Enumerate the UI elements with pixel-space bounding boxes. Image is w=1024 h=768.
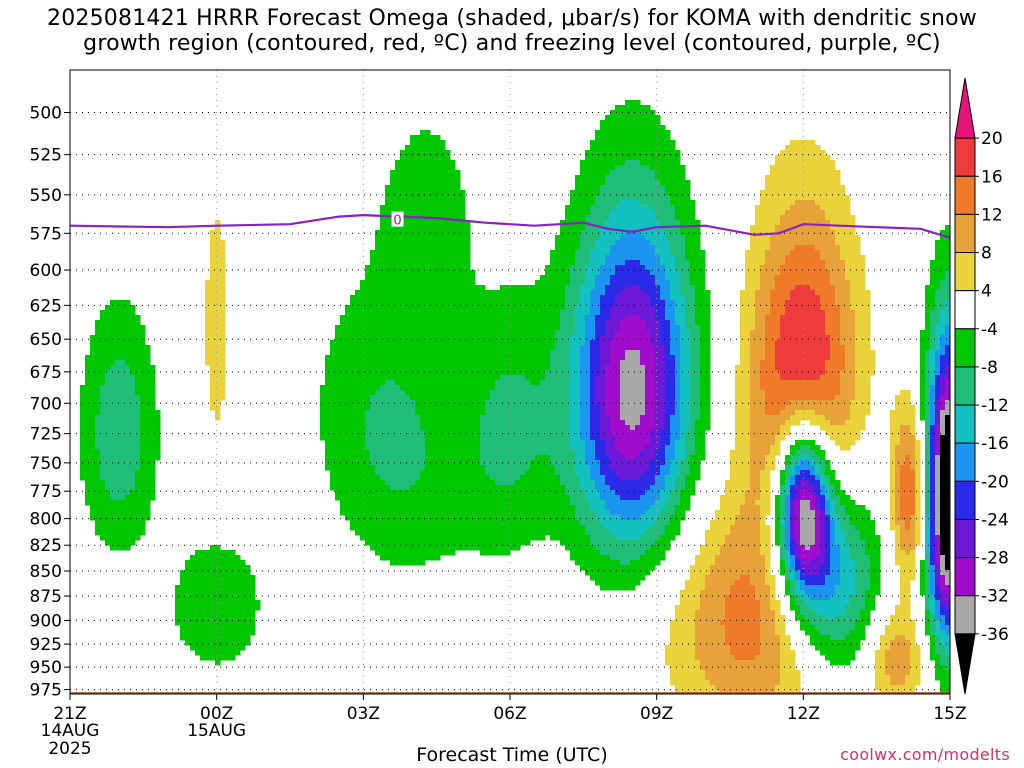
y-tick-label: 625 xyxy=(30,296,62,316)
colorbar-label: 16 xyxy=(981,167,1003,187)
grid-lines xyxy=(70,70,950,694)
freezing-label-bg xyxy=(391,211,404,227)
colorbar-swatch xyxy=(954,175,976,215)
y-tick-label: 800 xyxy=(30,510,62,530)
x-tick-year: 2025 xyxy=(48,739,91,759)
colorbar-swatch xyxy=(954,404,976,444)
y-tick-label: 825 xyxy=(30,536,62,556)
x-tick-label: 06Z xyxy=(493,704,526,724)
colorbar-swatch xyxy=(954,442,976,482)
colorbar-label: -36 xyxy=(981,625,1009,645)
colorbar-label: -32 xyxy=(981,587,1009,607)
colorbar-swatch xyxy=(954,480,976,520)
freezing-level-line xyxy=(70,213,950,239)
y-tick-label: 500 xyxy=(30,104,62,124)
colorbar-label: 8 xyxy=(981,244,992,264)
colorbar-label: 20 xyxy=(981,129,1003,149)
colorbar-label: -12 xyxy=(981,396,1009,416)
colorbar-swatch xyxy=(954,557,976,597)
y-tick-label: 850 xyxy=(30,562,62,582)
colorbar-label: -4 xyxy=(981,320,998,340)
x-tick-date: 15AUG xyxy=(187,721,246,741)
x-tick-label: 03Z xyxy=(347,704,380,724)
colorbar-swatch xyxy=(954,252,976,292)
colorbar-label: -20 xyxy=(981,472,1009,492)
colorbar-swatch xyxy=(954,137,976,177)
y-tick-label: 575 xyxy=(30,224,62,244)
y-axis: 500 525 550 575 600 625 650 675 700 725 750 775 800 8… xyxy=(30,104,70,701)
colorbar-bottom-arrow xyxy=(954,633,976,695)
x-tick-label: 21Z xyxy=(53,704,86,724)
freezing-level-contour: 0 xyxy=(70,211,950,239)
y-tick-label: 675 xyxy=(30,363,62,383)
y-tick-label: 750 xyxy=(30,454,62,474)
y-tick-label: 550 xyxy=(30,186,62,206)
colorbar: 20 16 12 8 4 -4 -8 -12 -16 -20 -24 -28 -32 -36 xyxy=(954,77,1009,695)
y-tick-label: 525 xyxy=(30,146,62,166)
x-tick-label: 12Z xyxy=(787,704,820,724)
colorbar-label: 12 xyxy=(981,205,1003,225)
title-line-2: growth region (contoured, red, ºC) and f… xyxy=(83,31,941,56)
colorbar-label: -16 xyxy=(981,434,1009,454)
site-credit: coolwx.com/modelts xyxy=(840,745,1010,764)
y-tick-label: 925 xyxy=(30,635,62,655)
x-tick-label: 00Z xyxy=(200,704,233,724)
x-tick-date: 14AUG xyxy=(41,721,100,741)
title-line-1: 2025081421 HRRR Forecast Omega (shaded, … xyxy=(47,6,977,31)
colorbar-label: 4 xyxy=(981,282,992,302)
y-tick-label: 875 xyxy=(30,587,62,607)
y-tick-label: 600 xyxy=(30,261,62,281)
x-axis-title: Forecast Time (UTC) xyxy=(416,744,608,766)
ground-layer xyxy=(70,692,950,694)
colorbar-swatch xyxy=(954,290,976,330)
omega-shading xyxy=(80,100,950,694)
y-tick-label: 725 xyxy=(30,425,62,445)
ground-fill xyxy=(70,692,950,694)
x-tick-label: 09Z xyxy=(640,704,673,724)
colorbar-swatch xyxy=(954,518,976,559)
colorbar-label: -28 xyxy=(981,549,1009,569)
colorbar-swatch xyxy=(954,595,976,635)
y-tick-label: 900 xyxy=(30,611,62,631)
colorbar-swatch xyxy=(954,328,976,368)
y-tick-label: 700 xyxy=(30,394,62,414)
colorbar-swatch xyxy=(954,366,976,406)
chart-title: 2025081421 HRRR Forecast Omega (shaded, … xyxy=(0,6,1024,56)
colorbar-swatch xyxy=(954,213,976,254)
colorbar-label: -24 xyxy=(981,510,1009,530)
y-tick-label: 950 xyxy=(30,658,62,678)
freezing-level-label: 0 xyxy=(393,214,401,229)
x-tick-label: 15Z xyxy=(933,704,966,724)
colorbar-top-arrow xyxy=(954,77,976,139)
colorbar-label: -8 xyxy=(981,358,998,378)
y-tick-label: 775 xyxy=(30,482,62,502)
y-tick-label: 650 xyxy=(30,330,62,350)
y-tick-label: 975 xyxy=(30,681,62,701)
